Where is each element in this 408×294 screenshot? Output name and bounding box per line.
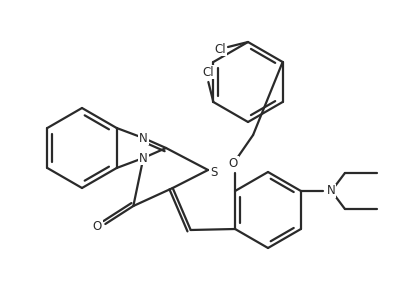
Text: Cl: Cl: [214, 43, 226, 56]
Text: N: N: [139, 151, 148, 165]
Text: Cl: Cl: [202, 66, 214, 78]
Text: S: S: [211, 166, 218, 178]
Text: N: N: [326, 185, 335, 198]
Text: N: N: [139, 131, 148, 144]
Text: O: O: [228, 156, 238, 170]
Text: O: O: [93, 220, 102, 233]
